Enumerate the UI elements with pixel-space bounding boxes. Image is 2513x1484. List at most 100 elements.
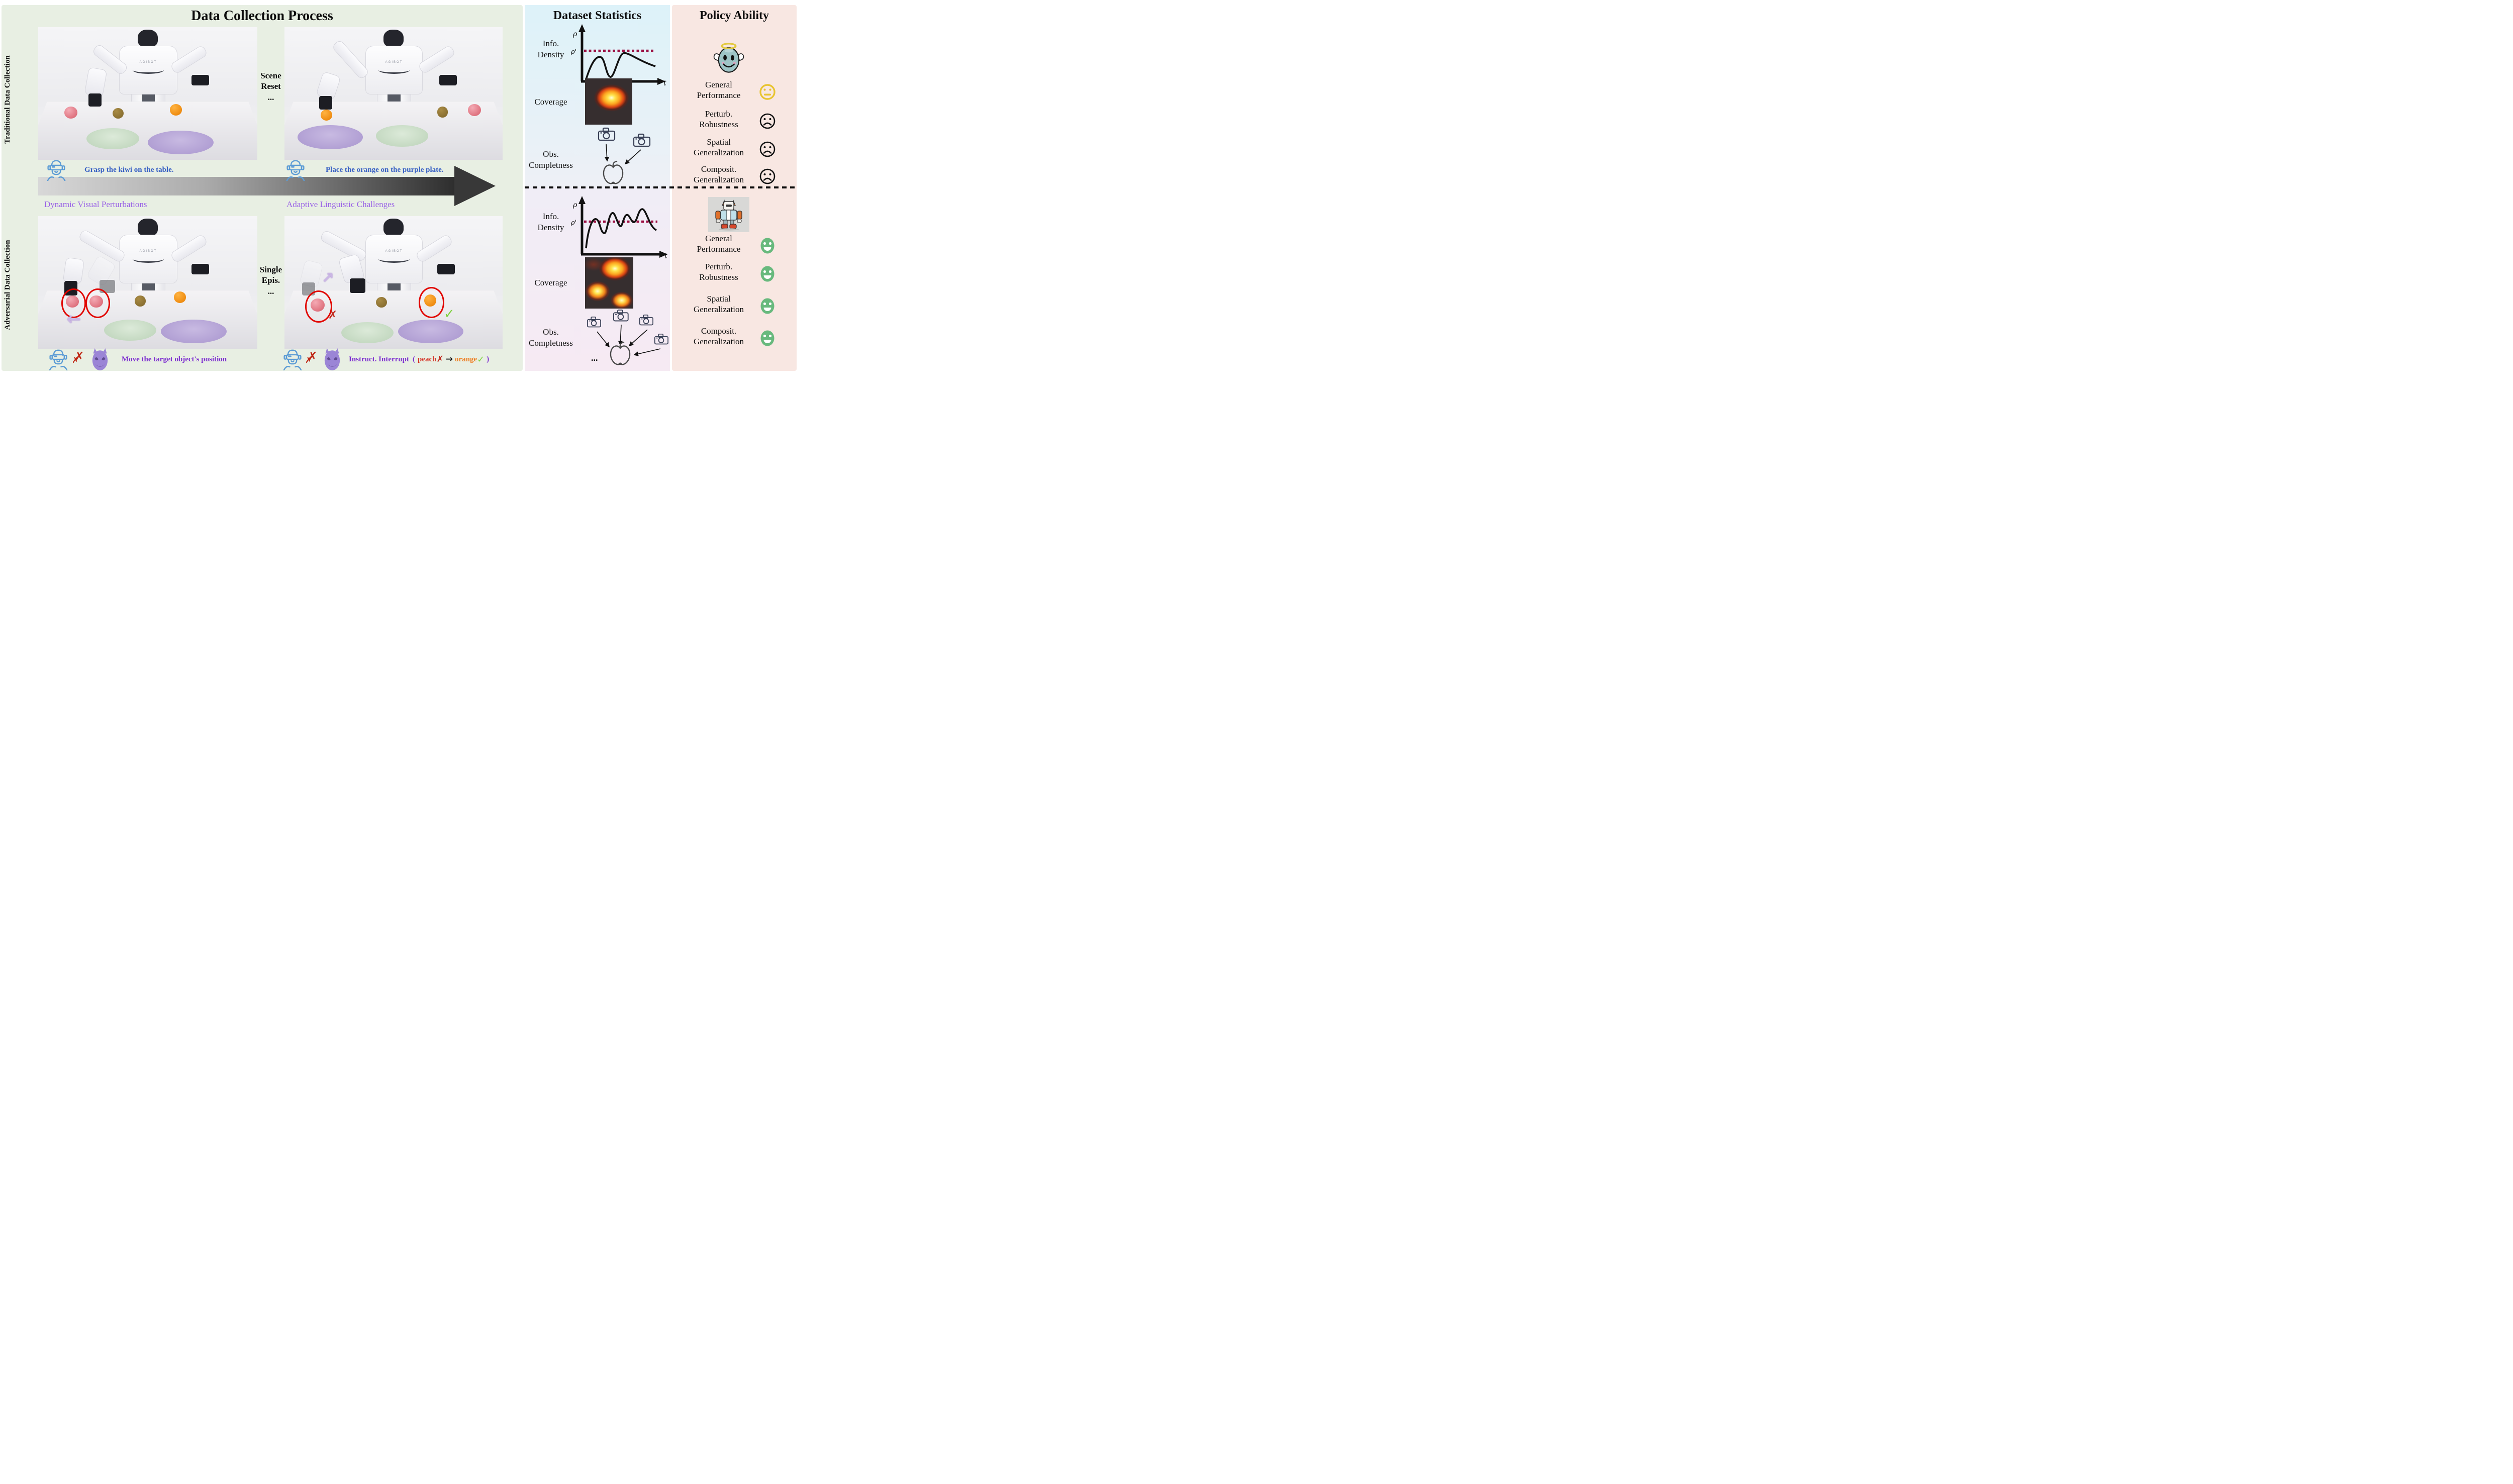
replace-arrow: → bbox=[445, 354, 453, 364]
policy-row-perturb-robustness: Perturb. Robustness bbox=[679, 261, 759, 283]
dashed-divider bbox=[525, 186, 797, 188]
photo-adversarial-instruct: AGIBOT ↗ ✗ ✓ bbox=[284, 216, 503, 349]
label-line: Composit. bbox=[701, 326, 737, 336]
vr-operator-icon bbox=[286, 160, 305, 181]
orange-held bbox=[320, 109, 333, 121]
dynamic-visual-perturbations-label: Dynamic Visual Perturbations bbox=[44, 200, 147, 209]
robot-left-forearm bbox=[84, 67, 108, 97]
title-data-collection: Data Collection Process bbox=[191, 8, 333, 24]
sad-face-icon bbox=[759, 168, 776, 184]
density-curve bbox=[585, 208, 657, 249]
robot-avatar-icon bbox=[715, 199, 742, 231]
camera-arrow bbox=[624, 149, 641, 165]
label-line: Performance bbox=[697, 244, 741, 254]
robot-brand-text: AGIBOT bbox=[139, 61, 157, 64]
robot-torso: AGIBOT bbox=[365, 45, 423, 94]
rho-prime-label: ρ' bbox=[571, 219, 576, 227]
policy-row-composit-generalization: Composit. Generalization bbox=[679, 164, 759, 185]
camera-arrow bbox=[628, 329, 648, 347]
camera-arrow bbox=[597, 331, 610, 348]
robot-brand-text: AGIBOT bbox=[385, 250, 403, 253]
camera-icon bbox=[587, 316, 601, 328]
label-line: Composit. bbox=[701, 164, 737, 174]
robot-right-gripper bbox=[439, 75, 457, 86]
robot-head bbox=[383, 30, 404, 47]
robot-right-gripper bbox=[191, 264, 210, 275]
rho-axis-label: ρ bbox=[572, 30, 577, 38]
info-label-line1: Info. bbox=[542, 212, 559, 221]
density-curve bbox=[585, 52, 656, 80]
paren-close: ) bbox=[487, 355, 490, 363]
camera-icon bbox=[654, 333, 668, 345]
neutral-face-icon bbox=[759, 84, 776, 100]
robot-collar bbox=[378, 255, 410, 263]
purple-plate bbox=[298, 125, 363, 149]
label-line: Robustness bbox=[699, 272, 738, 282]
caption-grasp-kiwi: Grasp the kiwi on the table. bbox=[46, 159, 257, 181]
info-label-line2: Density bbox=[537, 50, 564, 60]
coverage-label: Coverage bbox=[534, 97, 567, 107]
camera-arrow bbox=[618, 324, 623, 346]
peach-x-mark: ✗ bbox=[436, 354, 444, 364]
camera-icon bbox=[613, 309, 629, 322]
happy-face-icon bbox=[760, 266, 775, 282]
coverage-heatmap-adversarial bbox=[585, 257, 633, 309]
obs-label-line1: Obs. bbox=[543, 149, 559, 159]
caption-place-orange-text: Place the orange on the purple plate. bbox=[326, 165, 444, 174]
vr-operator-icon bbox=[47, 160, 66, 181]
coverage-heatmap-traditional bbox=[585, 78, 632, 125]
info-density-plot-traditional: ρ ρ' t bbox=[571, 24, 666, 86]
red-circle-peach bbox=[305, 290, 332, 323]
devil-emoji-icon bbox=[92, 348, 108, 370]
scene-reset-line1: Scene bbox=[260, 71, 281, 80]
green-plate bbox=[86, 128, 139, 149]
camera-arrow bbox=[633, 348, 661, 356]
robot-left-gripper bbox=[319, 96, 333, 110]
orange bbox=[174, 291, 186, 303]
row-label-adversarial: Adversarial Data Collection bbox=[4, 240, 12, 330]
policy-row-spatial-generalization: Spatial Generalization bbox=[679, 293, 759, 315]
orange bbox=[169, 104, 182, 116]
happy-face-icon bbox=[760, 298, 775, 314]
photo-adversarial-move: AGIBOT ← bbox=[38, 216, 257, 349]
obs-label-line2: Completness bbox=[529, 338, 573, 348]
robot-collar bbox=[132, 255, 164, 263]
happy-face-icon bbox=[760, 330, 775, 346]
label-line: Generalization bbox=[693, 337, 744, 347]
scene-reset-label: Scene Reset ... bbox=[257, 70, 284, 103]
red-x-mark: ✗ bbox=[328, 309, 338, 322]
scene-reset-line2: Reset bbox=[261, 81, 281, 91]
policy-row-spatial-generalization: Spatial Generalization bbox=[679, 137, 759, 158]
camera-icon bbox=[633, 133, 651, 147]
photo-traditional-grasp: AGIBOT bbox=[38, 27, 257, 160]
obs-completeness-label: Obs. Completness bbox=[527, 327, 575, 349]
info-density-label: Info. Density bbox=[527, 38, 575, 60]
vr-operator-icon bbox=[49, 349, 68, 370]
red-circle-peach2 bbox=[85, 288, 111, 318]
peach bbox=[467, 104, 481, 116]
label-line: Performance bbox=[697, 90, 741, 101]
purple-plate bbox=[161, 319, 227, 344]
orange-check-mark: ✓ bbox=[477, 354, 485, 365]
label-line: Perturb. bbox=[705, 262, 733, 271]
robot-collar bbox=[132, 66, 164, 74]
single-epis-line1: Single bbox=[259, 265, 282, 274]
sad-face-icon bbox=[759, 141, 776, 157]
photo-traditional-place: AGIBOT bbox=[284, 27, 503, 160]
info-label-line2: Density bbox=[537, 223, 564, 233]
robot-left-gripper bbox=[88, 93, 102, 107]
robot-head bbox=[138, 30, 158, 47]
label-line: Generalization bbox=[693, 175, 744, 185]
row-label-traditional: Traditional Data Collection bbox=[4, 55, 12, 144]
vr-operator-icon bbox=[283, 349, 302, 370]
more-views-ellipsis: ... bbox=[591, 353, 598, 363]
info-density-label: Info. Density bbox=[527, 211, 575, 233]
green-check-mark: ✓ bbox=[443, 306, 455, 322]
obs-completeness-label: Obs. Completness bbox=[527, 149, 575, 171]
label-line: Perturb. bbox=[705, 109, 733, 119]
camera-icon bbox=[639, 314, 653, 326]
robot-torso: AGIBOT bbox=[119, 234, 177, 283]
kiwi bbox=[134, 295, 146, 307]
apple-outline-icon bbox=[610, 341, 631, 365]
robot-right-gripper bbox=[191, 75, 210, 86]
